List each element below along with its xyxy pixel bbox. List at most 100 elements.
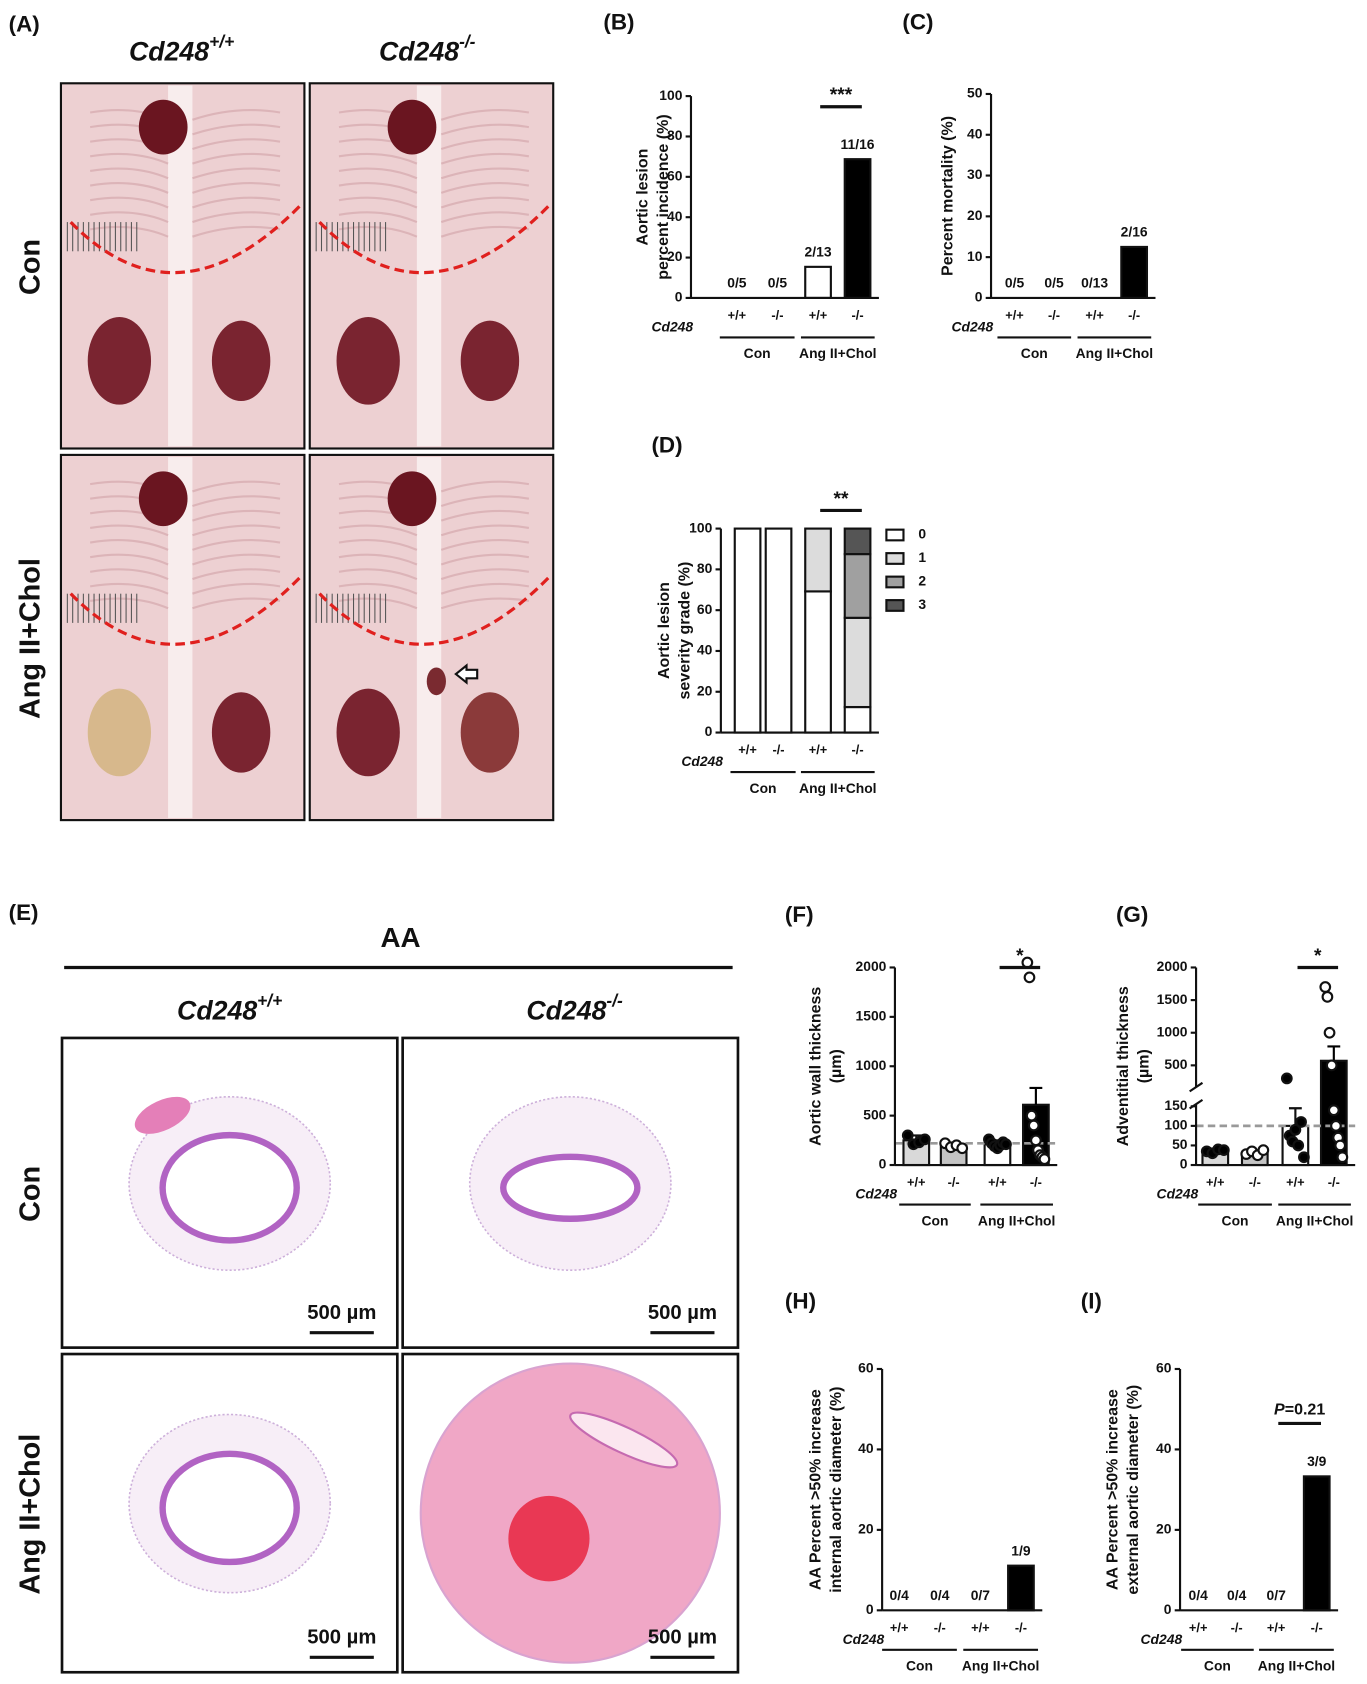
significance: * — [1314, 946, 1322, 967]
y-axis-label: (µm) — [828, 1049, 845, 1083]
photo-rib — [338, 182, 418, 194]
micrograph — [60, 1352, 399, 1674]
y-axis-label: Adventitial thickness — [1115, 986, 1132, 1146]
photo-rib — [440, 211, 530, 224]
x-tick-label: -/- — [1048, 307, 1060, 322]
photo-rib — [440, 225, 530, 238]
value-label: 0/4 — [1189, 1587, 1209, 1603]
scale-bar-label: 500 µm — [648, 1302, 717, 1324]
micrograph-thrombus — [508, 1495, 590, 1582]
bar-segment — [843, 553, 872, 619]
value-label: 0/4 — [1227, 1587, 1247, 1603]
photo-heart — [387, 471, 437, 527]
y-axis-label: percent incidence (%) — [655, 114, 672, 279]
axis-break — [1189, 1081, 1204, 1093]
y-axis-label: Percent mortality (%) — [940, 116, 957, 276]
photo-outline — [69, 574, 304, 646]
group-axis-label: Cd248 — [651, 319, 693, 335]
scale-bar-label: 500 µm — [307, 1626, 376, 1648]
photo-rib — [440, 539, 530, 551]
panel-label: (B) — [603, 9, 634, 34]
photo-rib — [89, 152, 169, 165]
photo-rib — [192, 582, 281, 595]
x-tick-label: -/- — [1015, 1620, 1027, 1635]
y-tick-label: 20 — [1156, 1521, 1172, 1537]
photo-rib — [192, 167, 281, 180]
y-tick-label: 40 — [1156, 1440, 1172, 1456]
photo-rib — [338, 196, 418, 209]
x-tick-label: +/+ — [1206, 1175, 1225, 1190]
legend-label: 1 — [918, 549, 926, 565]
significance: * — [1016, 946, 1024, 967]
photo-rib — [338, 167, 418, 180]
y-tick-label: 50 — [967, 85, 983, 101]
y-tick-label: 1000 — [856, 1057, 887, 1073]
x-tick-label: +/+ — [971, 1620, 990, 1635]
x-tick-label: +/+ — [1189, 1620, 1208, 1635]
data-point — [1323, 1026, 1336, 1039]
y-tick-label: 60 — [1156, 1360, 1172, 1376]
photo-heart — [138, 99, 188, 155]
x-tick-label: -/- — [934, 1620, 946, 1635]
y-axis-label: internal aortic diameter (%) — [828, 1387, 845, 1593]
axis-break — [1189, 1098, 1204, 1110]
scale-bar-label: 500 µm — [648, 1626, 717, 1648]
column-header: Cd248-/- — [526, 990, 623, 1025]
micrograph-vessel — [159, 1131, 300, 1244]
photo-kidney — [460, 320, 520, 402]
group-label: Con — [744, 345, 771, 361]
photo-rib — [440, 167, 530, 180]
y-tick-label: 100 — [689, 519, 712, 535]
group-axis-label: Cd248 — [855, 1186, 897, 1202]
significance-italic: P — [1274, 1402, 1285, 1419]
data-point — [1000, 1138, 1012, 1151]
significance: ** — [834, 489, 849, 510]
photo-rib — [89, 524, 169, 537]
photo-rib — [192, 597, 281, 610]
value-label: 1/9 — [1011, 1542, 1031, 1558]
photo-rib — [338, 539, 418, 551]
x-tick-label: -/- — [1128, 307, 1140, 322]
data-point — [901, 1129, 914, 1142]
y-axis-label: AA Percent >50% increase — [1105, 1389, 1122, 1590]
data-point — [1038, 1153, 1051, 1165]
y-tick-label: 2000 — [856, 958, 887, 974]
row-label: Con — [15, 239, 47, 295]
photo-rib — [89, 182, 169, 194]
group-label: Con — [1021, 345, 1048, 361]
data-point — [1330, 1119, 1342, 1132]
y-tick-label: 1500 — [856, 1008, 887, 1024]
value-label: 0/5 — [768, 275, 788, 291]
significance: *** — [830, 85, 853, 106]
data-point — [918, 1133, 931, 1146]
y-axis-label: (µm) — [1136, 1049, 1153, 1083]
legend-swatch — [885, 552, 905, 565]
photo-rib — [89, 167, 169, 180]
x-tick-label: -/- — [1231, 1620, 1243, 1635]
photo-rib — [89, 539, 169, 551]
group-label: Ang II+Chol — [962, 1658, 1039, 1674]
value-label: 0/7 — [1267, 1587, 1287, 1603]
photo-rib — [440, 152, 530, 165]
data-point — [956, 1142, 969, 1155]
photo-rib — [440, 123, 530, 136]
y-tick-label: 1000 — [1157, 1023, 1188, 1039]
photo-kidney — [211, 692, 271, 773]
photo-kidney — [87, 688, 152, 777]
gene-name: Cd248 — [177, 995, 257, 1025]
photo-rib — [338, 524, 418, 537]
bar — [1302, 1475, 1331, 1612]
y-tick-label: 0 — [879, 1156, 887, 1172]
value-label: 0/13 — [1081, 275, 1108, 291]
panel-label: (F) — [785, 902, 814, 927]
x-tick-label: -/- — [852, 307, 864, 322]
photo-rib — [440, 582, 530, 595]
y-tick-label: 10 — [967, 248, 983, 264]
photo-rib — [192, 109, 281, 121]
data-point — [1336, 1151, 1349, 1164]
photo-outline — [318, 202, 552, 275]
panel-label: (A) — [9, 12, 40, 37]
x-tick-label: +/+ — [907, 1175, 926, 1190]
photo-rib — [440, 138, 530, 151]
photo-rib — [192, 225, 281, 238]
